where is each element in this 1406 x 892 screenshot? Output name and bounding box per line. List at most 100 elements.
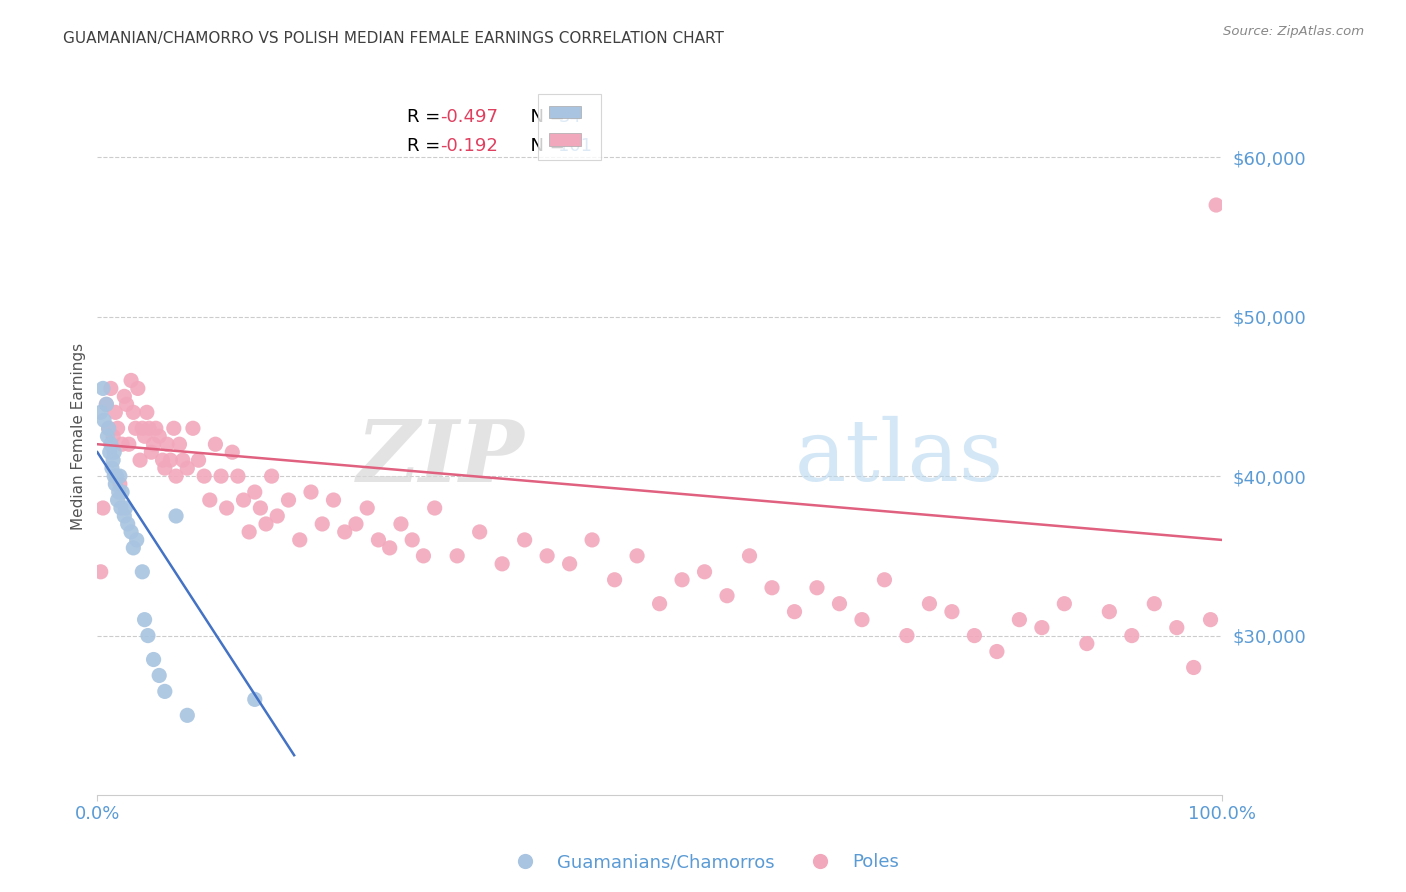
Point [165,508,187,523]
Point [671,573,693,587]
Point [100,381,122,395]
Point [311,516,333,531]
Point [169,437,191,451]
Point [90,565,112,579]
Point [918,597,941,611]
Point [153,684,176,698]
Point [111,485,134,500]
Point [187,453,209,467]
Point [491,557,513,571]
Point [112,389,135,403]
Point [1121,629,1143,643]
Point [122,541,145,555]
Point [176,708,198,723]
Point [165,469,187,483]
Text: N =: N = [519,136,571,154]
Point [581,533,603,547]
Point [152,453,174,467]
Point [1031,621,1053,635]
Point [254,516,277,531]
Point [378,541,401,555]
Point [249,501,271,516]
Point [124,421,146,435]
Point [333,524,356,539]
Point [104,477,127,491]
Point [145,421,167,435]
Point [828,597,851,611]
Point [1098,605,1121,619]
Point [412,549,434,563]
Point [1053,597,1076,611]
Point [138,421,160,435]
Point [806,581,828,595]
Point [1008,613,1031,627]
Point [120,373,142,387]
Point [215,501,238,516]
Point [558,557,581,571]
Point [232,493,254,508]
Point [141,445,163,459]
Point [120,524,142,539]
Point [1166,621,1188,635]
Point [108,469,131,483]
Point [159,453,181,467]
Point [93,413,115,427]
Point [761,581,783,595]
Point [125,533,148,547]
Point [423,501,446,516]
Point [648,597,671,611]
Point [148,668,170,682]
Point [136,629,159,643]
Point [134,429,156,443]
Text: N =: N = [519,108,571,126]
Text: -0.192: -0.192 [440,136,498,154]
Point [176,461,198,475]
Point [716,589,738,603]
Point [238,524,260,539]
Point [148,429,170,443]
Point [114,501,136,516]
Point [129,453,152,467]
Point [367,533,389,547]
Point [401,533,423,547]
Point [103,469,125,483]
Point [873,573,896,587]
Point [221,445,243,459]
Point [96,397,118,411]
Point [101,429,124,443]
Point [626,549,648,563]
Point [260,469,283,483]
Point [118,437,141,451]
Point [110,501,132,516]
Point [97,421,120,435]
Point [112,508,135,523]
Text: GUAMANIAN/CHAMORRO VS POLISH MEDIAN FEMALE EARNINGS CORRELATION CHART: GUAMANIAN/CHAMORRO VS POLISH MEDIAN FEMA… [63,31,724,46]
Point [91,381,114,395]
Point [986,644,1008,658]
Point [107,485,129,500]
Text: 34: 34 [558,108,581,126]
Point [117,516,139,531]
Point [896,629,918,643]
Point [127,381,149,395]
Point [603,573,626,587]
Point [356,501,378,516]
Point [101,453,124,467]
Point [96,429,118,443]
Point [131,565,153,579]
Point [193,469,215,483]
Text: atlas: atlas [794,417,1004,500]
Point [104,405,127,419]
Text: 101: 101 [558,136,592,154]
Point [172,453,194,467]
Point [277,493,299,508]
Point [98,445,121,459]
Point [135,405,157,419]
Point [153,461,176,475]
Point [536,549,558,563]
Point [163,421,186,435]
Point [299,485,322,500]
Point [783,605,806,619]
Point [941,605,963,619]
Point [142,437,165,451]
